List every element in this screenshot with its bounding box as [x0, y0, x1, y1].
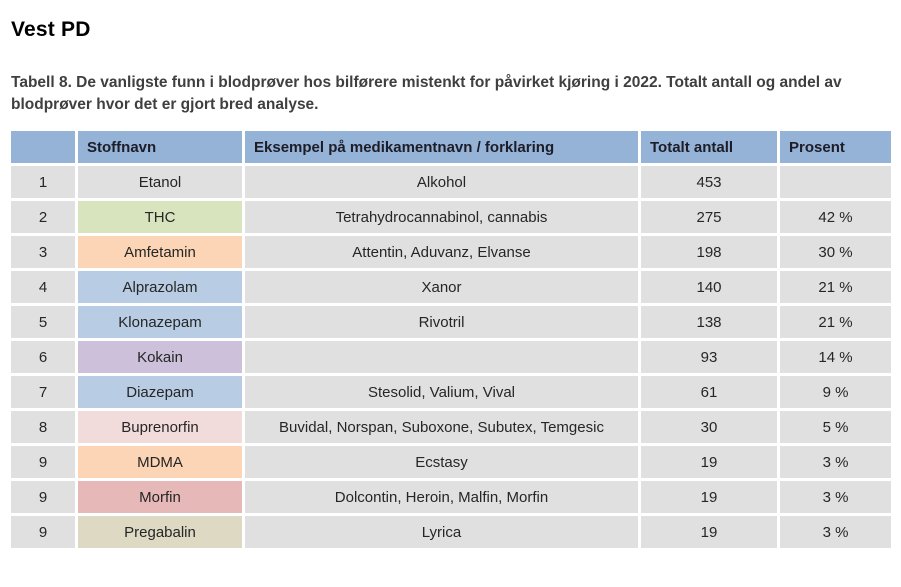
cell-totalt-antall: 19	[641, 446, 777, 479]
blood-sample-findings-table: Stoffnavn Eksempel på medikamentnavn / f…	[8, 128, 894, 551]
cell-prosent: 3 %	[780, 481, 891, 514]
cell-rank: 9	[11, 446, 75, 479]
cell-eksempel: Tetrahydrocannabinol, cannabis	[245, 201, 638, 234]
cell-stoffnavn: MDMA	[78, 446, 242, 479]
cell-rank: 9	[11, 481, 75, 514]
cell-stoffnavn: Kokain	[78, 341, 242, 374]
header-eksempel: Eksempel på medikamentnavn / forklaring	[245, 131, 638, 164]
table-caption: Tabell 8. De vanligste funn i blodprøver…	[11, 74, 842, 113]
cell-stoffnavn: THC	[78, 201, 242, 234]
cell-prosent: 21 %	[780, 271, 891, 304]
table-row: 3 Amfetamin Attentin, Aduvanz, Elvanse 198 3…	[11, 236, 891, 269]
cell-eksempel: Rivotril	[245, 306, 638, 339]
cell-stoffnavn: Klonazepam	[78, 306, 242, 339]
table-row: 9 Pregabalin Lyrica 19 3 %	[11, 516, 891, 549]
cell-stoffnavn: Etanol	[78, 166, 242, 199]
cell-rank: 8	[11, 411, 75, 444]
cell-rank: 2	[11, 201, 75, 234]
cell-totalt-antall: 30	[641, 411, 777, 444]
cell-stoffnavn: Amfetamin	[78, 236, 242, 269]
header-prosent: Prosent	[780, 131, 891, 164]
cell-rank: 7	[11, 376, 75, 409]
table-row: 9 Morfin Dolcontin, Heroin, Malfin, Morfin…	[11, 481, 891, 514]
table-row: 1 Etanol Alkohol 453	[11, 166, 891, 199]
cell-totalt-antall: 19	[641, 481, 777, 514]
cell-eksempel: Dolcontin, Heroin, Malfin, Morfin	[245, 481, 638, 514]
table-row: 9 MDMA Ecstasy 19 3 %	[11, 446, 891, 479]
cell-totalt-antall: 61	[641, 376, 777, 409]
cell-stoffnavn: Alprazolam	[78, 271, 242, 304]
cell-rank: 6	[11, 341, 75, 374]
page-title: Vest PD	[11, 18, 91, 41]
cell-totalt-antall: 19	[641, 516, 777, 549]
cell-eksempel	[245, 341, 638, 374]
cell-stoffnavn: Pregabalin	[78, 516, 242, 549]
cell-totalt-antall: 453	[641, 166, 777, 199]
cell-prosent: 30 %	[780, 236, 891, 269]
table-header-row: Stoffnavn Eksempel på medikamentnavn / f…	[11, 131, 891, 164]
cell-totalt-antall: 198	[641, 236, 777, 269]
table-row: 8 Buprenorfin Buvidal, Norspan, Suboxone, …	[11, 411, 891, 444]
table-row: 7 Diazepam Stesolid, Valium, Vival 61 9 %	[11, 376, 891, 409]
table-body: 1 Etanol Alkohol 453 2 THC Tetrahydrocannabino…	[11, 166, 891, 549]
cell-prosent: 3 %	[780, 446, 891, 479]
header-totalt-antall: Totalt antall	[641, 131, 777, 164]
cell-totalt-antall: 275	[641, 201, 777, 234]
cell-stoffnavn: Morfin	[78, 481, 242, 514]
cell-rank: 5	[11, 306, 75, 339]
cell-prosent: 21 %	[780, 306, 891, 339]
cell-rank: 4	[11, 271, 75, 304]
cell-eksempel: Xanor	[245, 271, 638, 304]
cell-stoffnavn: Buprenorfin	[78, 411, 242, 444]
header-rank	[11, 131, 75, 164]
cell-totalt-antall: 140	[641, 271, 777, 304]
cell-stoffnavn: Diazepam	[78, 376, 242, 409]
table-row: 4 Alprazolam Xanor 140 21 %	[11, 271, 891, 304]
table-row: 2 THC Tetrahydrocannabinol, cannabis 275 42 …	[11, 201, 891, 234]
cell-prosent: 14 %	[780, 341, 891, 374]
cell-eksempel: Alkohol	[245, 166, 638, 199]
cell-eksempel: Lyrica	[245, 516, 638, 549]
cell-rank: 3	[11, 236, 75, 269]
table-row: 6 Kokain 93 14 %	[11, 341, 891, 374]
cell-eksempel: Stesolid, Valium, Vival	[245, 376, 638, 409]
header-stoffnavn: Stoffnavn	[78, 131, 242, 164]
cell-prosent: 42 %	[780, 201, 891, 234]
page: Vest PD Tabell 8. De vanligste funn i bl…	[8, 18, 894, 551]
table-row: 5 Klonazepam Rivotril 138 21 %	[11, 306, 891, 339]
cell-eksempel: Ecstasy	[245, 446, 638, 479]
cell-totalt-antall: 138	[641, 306, 777, 339]
cell-rank: 9	[11, 516, 75, 549]
cell-prosent: 9 %	[780, 376, 891, 409]
cell-rank: 1	[11, 166, 75, 199]
cell-eksempel: Buvidal, Norspan, Suboxone, Subutex, Tem…	[245, 411, 638, 444]
cell-prosent: 3 %	[780, 516, 891, 549]
cell-prosent	[780, 166, 891, 199]
cell-eksempel: Attentin, Aduvanz, Elvanse	[245, 236, 638, 269]
cell-prosent: 5 %	[780, 411, 891, 444]
cell-totalt-antall: 93	[641, 341, 777, 374]
